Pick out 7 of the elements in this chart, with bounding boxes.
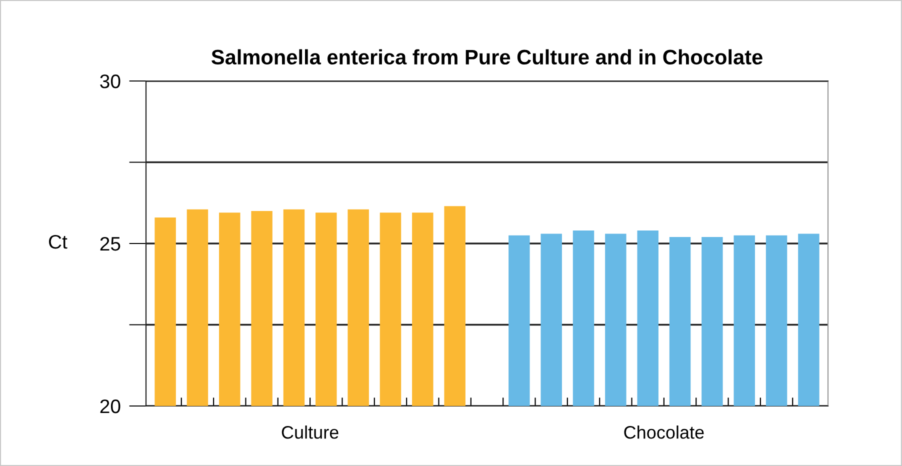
y-tick-label: 25 [100,236,120,251]
y-tick-label: 20 [100,399,120,414]
y-axis-title: Ct [48,234,68,249]
series-label: Chocolate [624,426,704,439]
chart-title: Salmonella enterica from Pure Culture and in Chocolate [212,49,762,65]
series-label: Culture [282,426,338,439]
y-tick-label: 30 [100,74,120,88]
